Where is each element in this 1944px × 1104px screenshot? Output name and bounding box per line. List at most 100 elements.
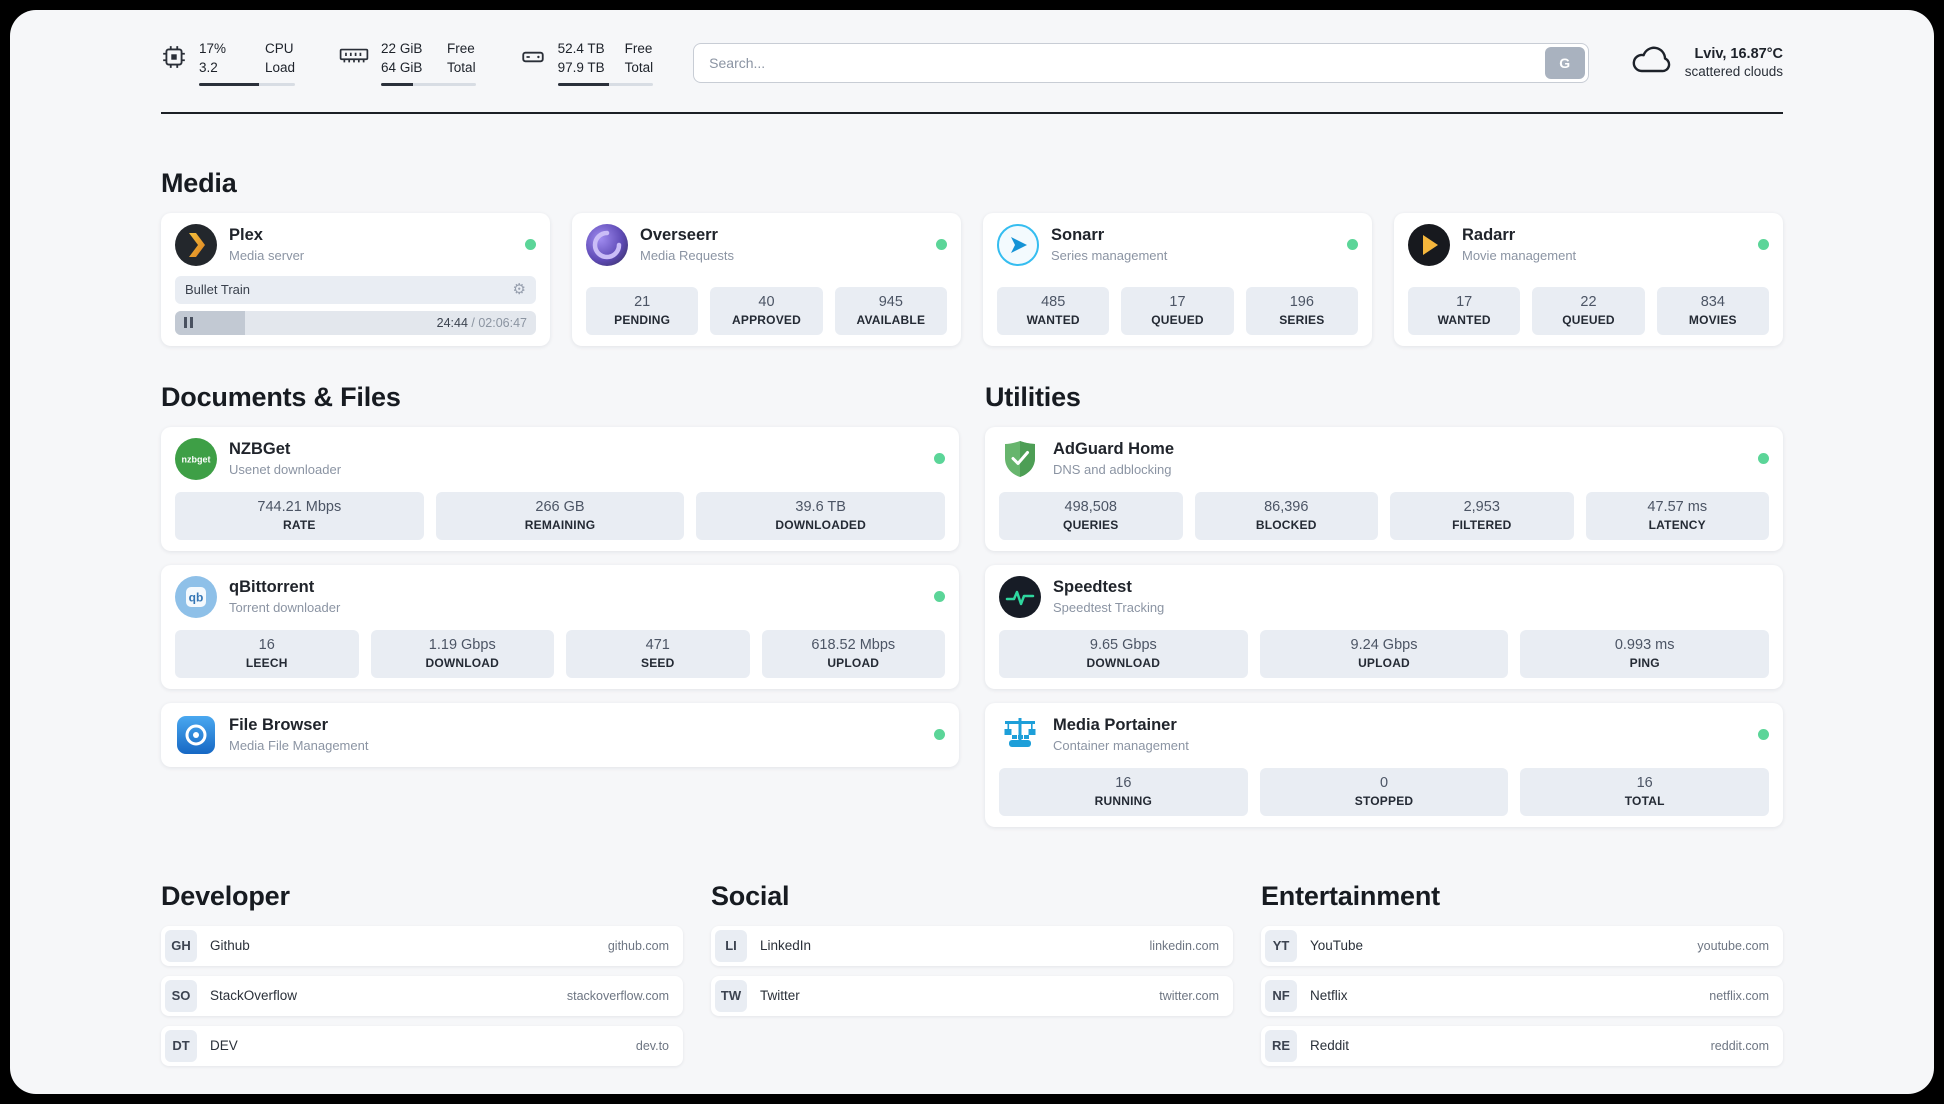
disk-free: 52.4 TB [557,41,605,56]
cpu-load-avg: 3.2 [199,59,218,75]
stat-downloaded: 39.6 TB DOWNLOADED [696,491,946,540]
app-subtitle: DNS and adblocking [1053,462,1172,478]
status-dot [934,591,945,603]
section-title-developer: Developer [161,880,290,911]
app-subtitle: Usenet downloader [229,462,342,478]
weather-condition: scattered clouds [1684,64,1783,80]
speedtest-card[interactable]: Speedtest Speedtest Tracking 9.65 Gbps D… [985,564,1783,689]
speedtest-icon [999,575,1041,618]
plex-icon [175,223,217,266]
cpu-usage: 17% [199,41,227,56]
twitter-icon: TW [715,979,747,1012]
cpu-progress-bar [199,82,296,86]
stat-movies: 834 MOVIES [1656,286,1769,335]
stat-stopped: 0 STOPPED [1259,767,1509,816]
app-subtitle: Media Requests [640,248,734,264]
stat-running: 16 RUNNING [999,767,1248,816]
bookmark-github[interactable]: GH Github github.com [161,925,683,966]
app-name: Media Portainer [1053,716,1177,735]
stat-download: 9.65 Gbps DOWNLOAD [999,629,1248,678]
status-dot [525,239,536,251]
media-section: Media Plex [161,168,1783,346]
radarr-card[interactable]: Radarr Movie management 17 WANTED 22 QUE… [1394,212,1783,346]
stat-blocked: 86,396 BLOCKED [1194,491,1378,540]
filebrowser-icon [175,714,217,756]
now-playing-row: Bullet Train ⚙ [175,275,536,304]
app-subtitle: Torrent downloader [229,600,341,616]
bookmark-twitter[interactable]: TW Twitter twitter.com [711,975,1233,1016]
app-subtitle: Movie management [1462,248,1577,264]
disk-widget: 52.4 TB 97.9 TB Free Total [520,40,654,86]
now-playing-title: Bullet Train [185,282,251,298]
app-name: Radarr [1462,226,1516,245]
stat-upload: 9.24 Gbps UPLOAD [1259,629,1509,678]
section-title-entertainment: Entertainment [1261,880,1440,911]
dashboard-page: 17% 3.2 CPU Load [10,10,1934,1094]
section-title-documents: Documents & Files [161,381,401,412]
section-title-social: Social [711,880,790,911]
search-engine-button[interactable]: G [1544,46,1585,79]
bookmark-youtube[interactable]: YT YouTube youtube.com [1261,925,1783,966]
playback-current-time: 24:44 [436,315,468,330]
plex-card[interactable]: Plex Media server Bullet Train ⚙ 24:44 [161,212,550,346]
playback-total-time: / 02:06:47 [471,315,527,330]
status-dot [1758,453,1769,465]
cpu-icon [161,44,187,75]
stat-seed: 471 SEED [566,629,750,678]
qbittorrent-card[interactable]: qb qBittorrent Torrent downloader [161,564,959,689]
stat-queued: 17 QUEUED [1121,286,1234,335]
sonarr-card[interactable]: Sonarr Series management 485 WANTED 17 Q… [983,212,1372,346]
stat-series: 196 SERIES [1245,286,1358,335]
weather-location: Lviv, 16.87°C [1694,46,1783,63]
status-dot [936,239,947,251]
gear-icon[interactable]: ⚙ [512,281,526,299]
dev-icon: DT [165,1029,197,1062]
section-title-utilities: Utilities [985,381,1081,412]
bookmark-reddit[interactable]: RE Reddit reddit.com [1261,1025,1783,1066]
stat-queries: 498,508 QUERIES [999,491,1183,540]
bookmark-dev[interactable]: DT DEV dev.to [161,1025,683,1066]
disk-label: Free [624,41,653,56]
disk-progress-bar [557,82,654,86]
bookmark-stackoverflow[interactable]: SO StackOverflow stackoverflow.com [161,975,683,1016]
overseerr-card[interactable]: Overseerr Media Requests 21 PENDING 40 A… [572,212,961,346]
cpu-label: CPU [265,41,294,56]
search-input[interactable] [697,54,1545,71]
stat-upload: 618.52 Mbps UPLOAD [761,629,945,678]
section-title-media: Media [161,167,237,198]
disk-total: 97.9 TB [557,59,605,75]
bookmark-linkedin[interactable]: LI LinkedIn linkedin.com [711,925,1233,966]
status-dot [1758,239,1769,251]
nzbget-card[interactable]: nzbget NZBGet Usenet downloader 74 [161,426,959,551]
header-divider [161,111,1783,114]
adguard-card[interactable]: AdGuard Home DNS and adblocking 498,508 … [985,426,1783,551]
netflix-icon: NF [1265,979,1297,1012]
stat-wanted: 485 WANTED [997,286,1110,335]
app-subtitle: Container management [1053,738,1189,754]
stat-approved: 40 APPROVED [710,286,823,335]
stat-filtered: 2,953 FILTERED [1390,491,1574,540]
status-dot [1758,729,1769,741]
app-name: Plex [229,226,263,245]
stat-wanted: 17 WANTED [1408,286,1521,335]
bookmark-netflix[interactable]: NF Netflix netflix.com [1261,975,1783,1016]
pause-icon[interactable] [184,317,193,329]
cpu-widget: 17% 3.2 CPU Load [161,40,296,86]
disk-label-2: Total [624,59,654,75]
documents-section: Documents & Files nzbget [161,382,959,767]
bookmarks-entertainment: Entertainment YT YouTube youtube.com NF … [1261,881,1783,1066]
status-dot [1347,239,1358,251]
portainer-icon [999,714,1041,756]
adguard-icon [999,438,1041,480]
search-bar: G [693,42,1589,83]
app-name: NZBGet [229,440,291,459]
portainer-card[interactable]: Media Portainer Container management 16 … [985,702,1783,827]
app-subtitle: Media File Management [229,738,369,754]
filebrowser-card[interactable]: File Browser Media File Management [161,702,959,767]
app-name: Overseerr [640,226,718,245]
stackoverflow-icon: SO [165,979,197,1012]
radarr-icon [1408,223,1450,266]
github-icon: GH [165,929,197,962]
hardware-widgets: 17% 3.2 CPU Load [161,40,654,86]
app-subtitle: Speedtest Tracking [1053,600,1165,616]
